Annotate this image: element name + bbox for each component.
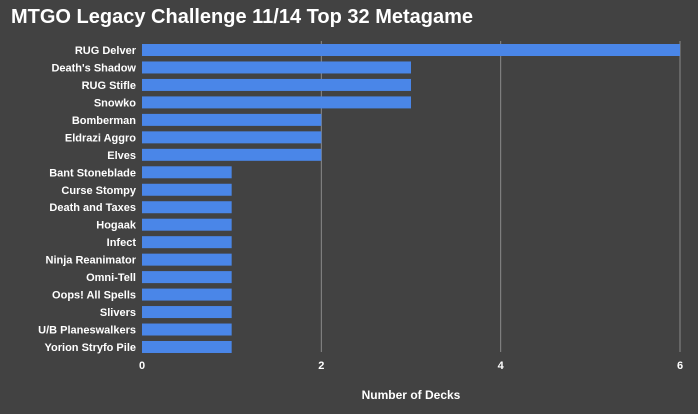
category-label: Bomberman bbox=[72, 115, 136, 127]
bar bbox=[142, 323, 232, 336]
bar bbox=[142, 271, 232, 284]
x-tick-label: 2 bbox=[318, 360, 324, 372]
category-label: Slivers bbox=[100, 307, 136, 319]
bar bbox=[142, 44, 680, 56]
chart-title: MTGO Legacy Challenge 11/14 Top 32 Metag… bbox=[11, 6, 474, 28]
category-label: Snowko bbox=[94, 97, 136, 109]
category-label: Omni-Tell bbox=[86, 272, 136, 284]
bar bbox=[142, 236, 232, 249]
x-axis-label: Number of Decks bbox=[362, 388, 461, 402]
bar bbox=[142, 183, 232, 196]
category-label: Bant Stoneblade bbox=[49, 167, 136, 179]
grid-lines bbox=[320, 41, 681, 352]
category-label: Eldrazi Aggro bbox=[65, 132, 136, 144]
x-tick-labels: 0 2 4 6 bbox=[139, 360, 683, 372]
category-label: Elves bbox=[107, 150, 136, 162]
x-tick-label: 4 bbox=[498, 360, 505, 372]
bar bbox=[142, 131, 322, 144]
bar bbox=[142, 148, 322, 161]
x-tick-label: 0 bbox=[139, 360, 145, 372]
category-label: Infect bbox=[107, 237, 137, 249]
bar bbox=[142, 113, 322, 126]
category-label: Oops! All Spells bbox=[52, 290, 136, 302]
category-label: RUG Stifle bbox=[82, 80, 136, 92]
bar bbox=[142, 96, 411, 109]
bar bbox=[142, 201, 232, 214]
bar bbox=[142, 340, 232, 353]
bar bbox=[142, 78, 411, 91]
category-label: Hogaak bbox=[96, 220, 137, 232]
bar bbox=[142, 218, 232, 231]
bar bbox=[142, 288, 232, 301]
x-tick-label: 6 bbox=[677, 360, 683, 372]
bars bbox=[142, 44, 680, 353]
category-labels: RUG Delver Death's Shadow RUG Stifle Snowko… bbox=[38, 45, 137, 354]
bar bbox=[142, 253, 232, 266]
bar bbox=[142, 166, 232, 179]
category-label: Yorion Stryfo Pile bbox=[45, 342, 136, 354]
category-label: Death and Taxes bbox=[49, 202, 136, 214]
category-label: RUG Delver bbox=[75, 45, 137, 57]
bar bbox=[142, 306, 232, 319]
category-label: Ninja Reanimator bbox=[46, 255, 137, 267]
bar bbox=[142, 61, 411, 74]
category-label: Death's Shadow bbox=[51, 62, 136, 74]
category-label: U/B Planeswalkers bbox=[38, 325, 136, 337]
category-label: Curse Stompy bbox=[61, 185, 136, 197]
